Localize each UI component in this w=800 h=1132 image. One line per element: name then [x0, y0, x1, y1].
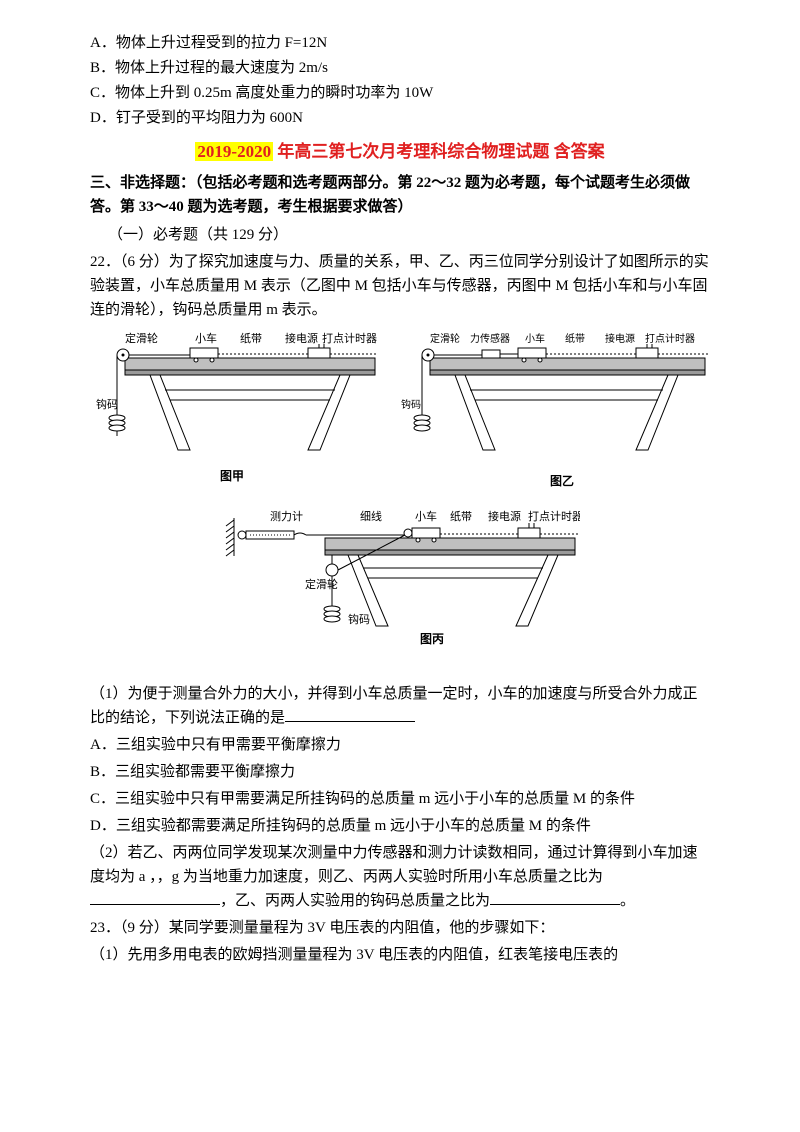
q22-opt-b: B．三组实验都需要平衡摩擦力 [90, 760, 710, 784]
caption-bing: 图丙 [420, 632, 444, 646]
figure-row-1: 定滑轮 小车 纸带 接电源 打点计时器 钩码 [90, 330, 710, 500]
q23-step1: （1）先用多用电表的欧姆挡测量量程为 3V 电压表的内阻值，红表笔接电压表的 [90, 943, 710, 967]
label-power: 接电源 [285, 331, 318, 345]
blank-3 [490, 890, 620, 905]
label-string: 细线 [360, 509, 382, 523]
blank-1 [285, 707, 415, 722]
caption-yi: 图乙 [550, 474, 574, 488]
label-pulley: 定滑轮 [305, 577, 338, 591]
figure-bing: 测力计 细线 小车 纸带 接电源 打点计时器 定滑轮 [220, 508, 580, 668]
q22-opt-c: C．三组实验中只有甲需要满足所挂钩码的总质量 m 远小于小车的总质量 M 的条件 [90, 787, 710, 811]
label-tape: 纸带 [240, 332, 262, 345]
label-timer: 打点计时器 [528, 509, 580, 523]
label-cart: 小车 [525, 332, 545, 345]
option-b: B．物体上升过程的最大速度为 2m/s [90, 56, 710, 80]
q22-part2: （2）若乙、丙两位同学发现某次测量中力传感器和测力计读数相同，通过计算得到小车加… [90, 841, 710, 913]
option-d: D．钉子受到的平均阻力为 600N [90, 106, 710, 130]
caption-jia: 图甲 [220, 469, 244, 483]
label-hook: 钩码 [96, 397, 118, 411]
title-year: 2019-2020 [195, 142, 273, 161]
title-rest: 年高三第七次月考理科综合物理试题 含答案 [273, 142, 605, 161]
figure-yi: 定滑轮 力传感器 小车 纸带 接电源 打点计时器 钩码 [400, 330, 710, 500]
paper-title: 2019-2020 年高三第七次月考理科综合物理试题 含答案 [90, 138, 710, 165]
label-tape: 纸带 [450, 510, 472, 523]
q22-opt-d: D．三组实验都需要满足所挂钩码的总质量 m 远小于小车的总质量 M 的条件 [90, 814, 710, 838]
q22-p2b: ，乙、丙两人实验用的钩码总质量之比为 [220, 893, 490, 909]
label-pulley: 定滑轮 [430, 332, 460, 345]
label-pulley: 定滑轮 [125, 331, 158, 345]
label-dynamometer: 测力计 [270, 510, 303, 523]
q22-part1: （1）为便于测量合外力的大小，并得到小车总质量一定时，小车的加速度与所受合外力成… [90, 682, 710, 730]
option-a: A．物体上升过程受到的拉力 F=12N [90, 31, 710, 55]
label-timer: 打点计时器 [322, 331, 377, 345]
label-hook: 钩码 [401, 399, 421, 411]
label-power: 接电源 [488, 509, 521, 523]
q23-stem: 23．（9 分）某同学要测量量程为 3V 电压表的内阻值，他的步骤如下： [90, 916, 710, 940]
option-c: C．物体上升到 0.25m 高度处重力的瞬时功率为 10W [90, 81, 710, 105]
label-power: 接电源 [605, 332, 635, 345]
q22-p2a: （2）若乙、丙两位同学发现某次测量中力传感器和测力计读数相同，通过计算得到小车加… [90, 845, 698, 885]
figure-jia: 定滑轮 小车 纸带 接电源 打点计时器 钩码 [90, 330, 390, 500]
label-cart: 小车 [195, 331, 217, 345]
label-cart: 小车 [415, 509, 437, 523]
section-3-heading: 三、非选择题：（包括必考题和选考题两部分。第 22～32 题为必考题，每个试题考… [90, 171, 710, 219]
q22-p2c: 。 [620, 893, 635, 909]
q22-opt-a: A．三组实验中只有甲需要平衡摩擦力 [90, 733, 710, 757]
label-hook: 钩码 [348, 612, 370, 626]
blank-2 [90, 890, 220, 905]
label-tape: 纸带 [565, 332, 585, 345]
label-sensor: 力传感器 [470, 332, 510, 345]
figure-row-2: 测力计 细线 小车 纸带 接电源 打点计时器 定滑轮 [90, 508, 710, 668]
subsection-1: （一）必考题（共 129 分） [108, 223, 710, 247]
q22-stem: 22．（6 分）为了探究加速度与力、质量的关系，甲、乙、丙三位同学分别设计了如图… [90, 250, 710, 322]
label-timer: 打点计时器 [645, 332, 695, 345]
